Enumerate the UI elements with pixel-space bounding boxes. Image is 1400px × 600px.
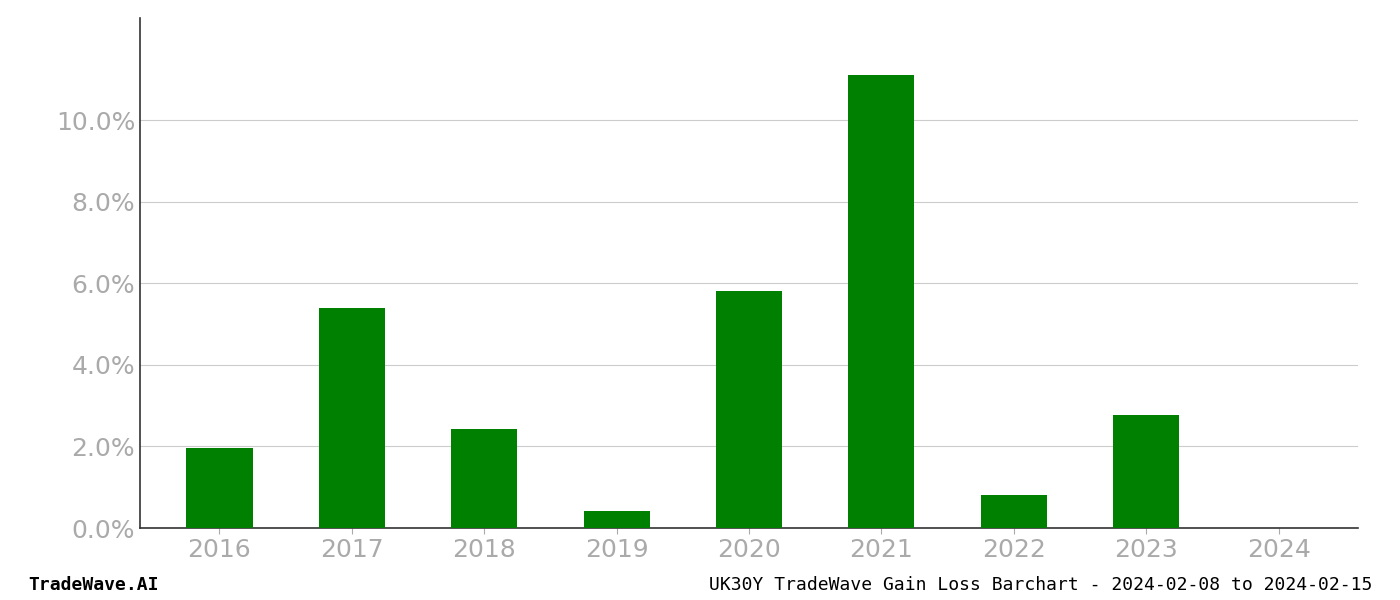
Bar <box>715 292 783 528</box>
Text: UK30Y TradeWave Gain Loss Barchart - 2024-02-08 to 2024-02-15: UK30Y TradeWave Gain Loss Barchart - 202… <box>708 576 1372 594</box>
Bar <box>848 75 914 528</box>
Bar <box>584 511 650 528</box>
Bar <box>980 494 1047 528</box>
Text: TradeWave.AI: TradeWave.AI <box>28 576 158 594</box>
Bar <box>186 448 252 528</box>
Bar <box>451 429 518 528</box>
Bar <box>1113 415 1179 528</box>
Bar <box>319 308 385 528</box>
